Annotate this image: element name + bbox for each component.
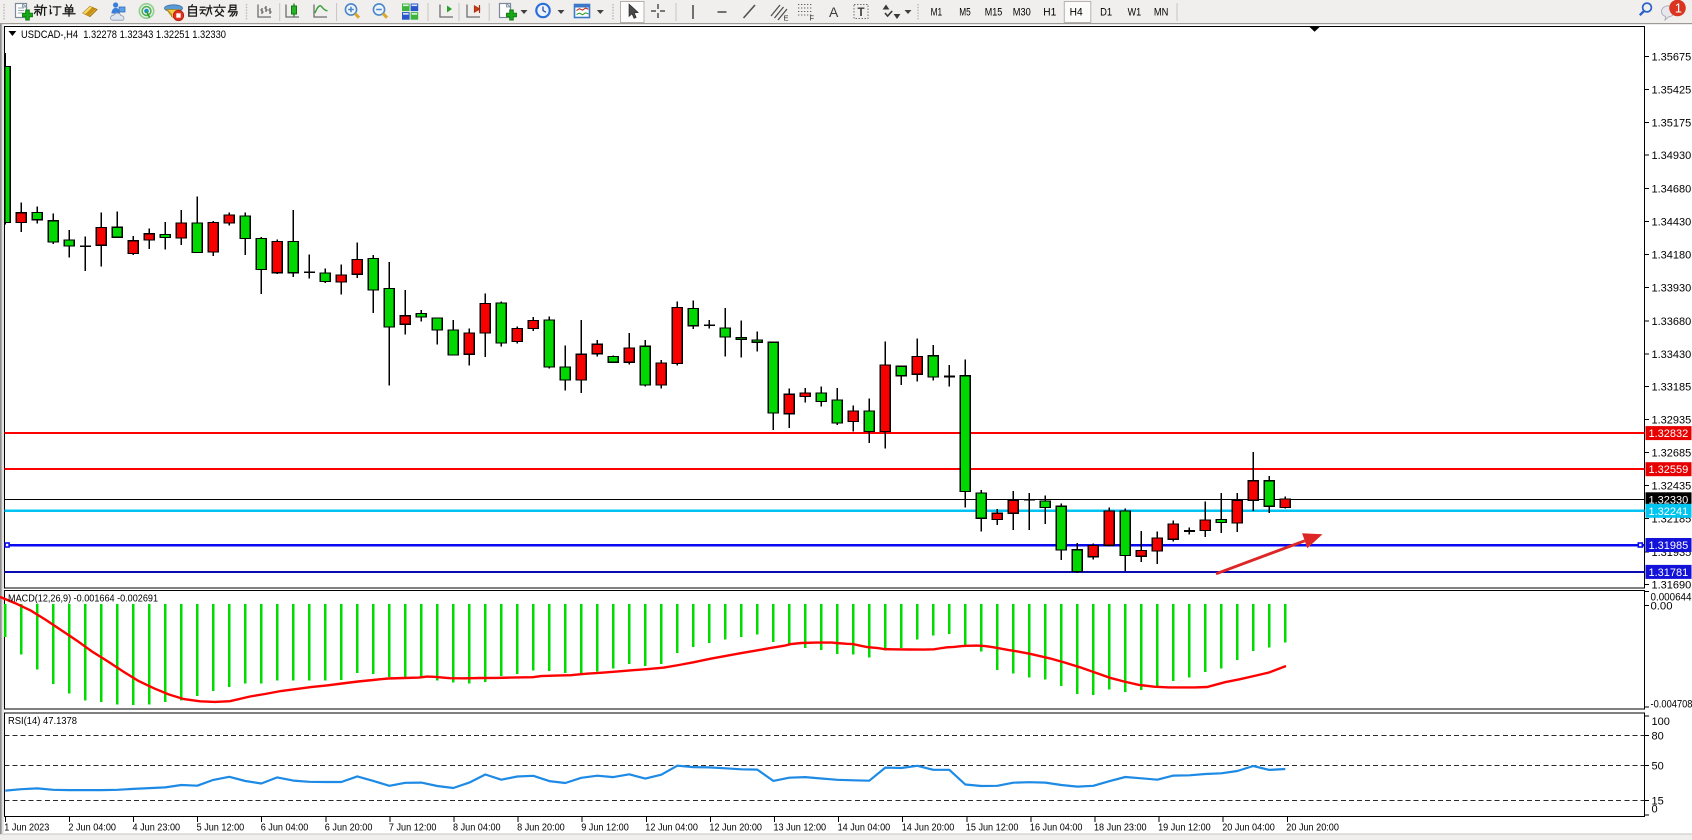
svg-text:1.33680: 1.33680 xyxy=(1652,316,1692,328)
svg-text:1.32559: 1.32559 xyxy=(1649,464,1689,476)
svg-text:80: 80 xyxy=(1652,731,1664,743)
svg-text:12 Jun 04:00: 12 Jun 04:00 xyxy=(645,823,698,834)
svg-text:13 Jun 12:00: 13 Jun 12:00 xyxy=(774,823,827,834)
svg-text:-0.004708: -0.004708 xyxy=(1651,699,1692,711)
svg-text:1.32832: 1.32832 xyxy=(1649,428,1689,440)
svg-text:14 Jun 20:00: 14 Jun 20:00 xyxy=(902,823,955,834)
svg-text:12 Jun 20:00: 12 Jun 20:00 xyxy=(709,823,762,834)
svg-text:1.31690: 1.31690 xyxy=(1652,579,1692,591)
svg-text:7 Jun 12:00: 7 Jun 12:00 xyxy=(389,823,437,834)
svg-text:14 Jun 04:00: 14 Jun 04:00 xyxy=(838,823,891,834)
svg-text:0: 0 xyxy=(1652,804,1658,816)
svg-text:8 Jun 04:00: 8 Jun 04:00 xyxy=(453,823,501,834)
svg-text:0.00: 0.00 xyxy=(1651,601,1673,613)
svg-text:4 Jun 23:00: 4 Jun 23:00 xyxy=(133,823,181,834)
svg-text:M15: M15 xyxy=(985,7,1003,19)
svg-text:18 Jun 23:00: 18 Jun 23:00 xyxy=(1094,823,1147,834)
svg-text:1.34180: 1.34180 xyxy=(1652,250,1692,262)
svg-text:6 Jun 04:00: 6 Jun 04:00 xyxy=(261,823,309,834)
svg-text:W1: W1 xyxy=(1128,7,1142,19)
svg-text:1.32241: 1.32241 xyxy=(1649,506,1689,518)
svg-text:T: T xyxy=(858,7,865,19)
svg-text:1.32935: 1.32935 xyxy=(1652,414,1692,426)
svg-text:20 Jun 04:00: 20 Jun 04:00 xyxy=(1222,823,1275,834)
svg-text:0.000644: 0.000644 xyxy=(1651,592,1692,604)
svg-text:6 Jun 20:00: 6 Jun 20:00 xyxy=(325,823,373,834)
svg-text:H1: H1 xyxy=(1043,7,1056,19)
svg-text:1.31985: 1.31985 xyxy=(1649,540,1689,552)
svg-text:1.35675: 1.35675 xyxy=(1652,52,1692,64)
svg-text:MN: MN xyxy=(1154,7,1169,19)
svg-text:1.32685: 1.32685 xyxy=(1652,448,1692,460)
svg-text:E: E xyxy=(784,14,789,23)
svg-text:1.31781: 1.31781 xyxy=(1649,567,1689,579)
svg-text:16 Jun 04:00: 16 Jun 04:00 xyxy=(1030,823,1083,834)
svg-text:15: 15 xyxy=(1652,796,1664,808)
svg-text:1.34430: 1.34430 xyxy=(1652,216,1692,228)
svg-text:5 Jun 12:00: 5 Jun 12:00 xyxy=(197,823,245,834)
svg-text:M5: M5 xyxy=(959,7,971,19)
svg-text:M30: M30 xyxy=(1013,7,1031,19)
svg-text:50: 50 xyxy=(1652,760,1664,772)
svg-text:RSI(14) 47.1378: RSI(14) 47.1378 xyxy=(8,715,77,727)
svg-text:1.33930: 1.33930 xyxy=(1652,283,1692,295)
svg-text:A: A xyxy=(829,4,839,20)
svg-text:8 Jun 20:00: 8 Jun 20:00 xyxy=(517,823,565,834)
svg-text:20 Jun 20:00: 20 Jun 20:00 xyxy=(1286,823,1339,834)
svg-text:15 Jun 12:00: 15 Jun 12:00 xyxy=(966,823,1019,834)
svg-text:1.35175: 1.35175 xyxy=(1652,118,1692,130)
svg-text:1.34930: 1.34930 xyxy=(1652,150,1692,162)
svg-text:1.32330: 1.32330 xyxy=(1649,494,1689,506)
svg-text:1 Jun 2023: 1 Jun 2023 xyxy=(4,823,49,834)
svg-text:100: 100 xyxy=(1652,716,1670,728)
svg-text:USDCAD-,H4 1.32278 1.32343 1.: USDCAD-,H4 1.32278 1.32343 1.32251 1.323… xyxy=(21,29,226,41)
svg-text:2 Jun 04:00: 2 Jun 04:00 xyxy=(68,823,116,834)
svg-text:9 Jun 12:00: 9 Jun 12:00 xyxy=(581,823,629,834)
svg-text:1.34680: 1.34680 xyxy=(1652,183,1692,195)
svg-text:D1: D1 xyxy=(1100,7,1112,19)
svg-text:H4: H4 xyxy=(1070,7,1083,19)
svg-text:1.33185: 1.33185 xyxy=(1652,381,1692,393)
svg-text:1: 1 xyxy=(1675,1,1682,16)
svg-text:F: F xyxy=(810,14,815,23)
svg-text:1.32435: 1.32435 xyxy=(1652,481,1692,493)
svg-text:19 Jun 12:00: 19 Jun 12:00 xyxy=(1158,823,1211,834)
svg-text:1.33430: 1.33430 xyxy=(1652,349,1692,361)
svg-text:M1: M1 xyxy=(931,7,943,19)
svg-text:MACD(12,26,9) -0.001664 -0.002: MACD(12,26,9) -0.001664 -0.002691 xyxy=(8,593,158,605)
svg-text:1.35425: 1.35425 xyxy=(1652,85,1692,97)
